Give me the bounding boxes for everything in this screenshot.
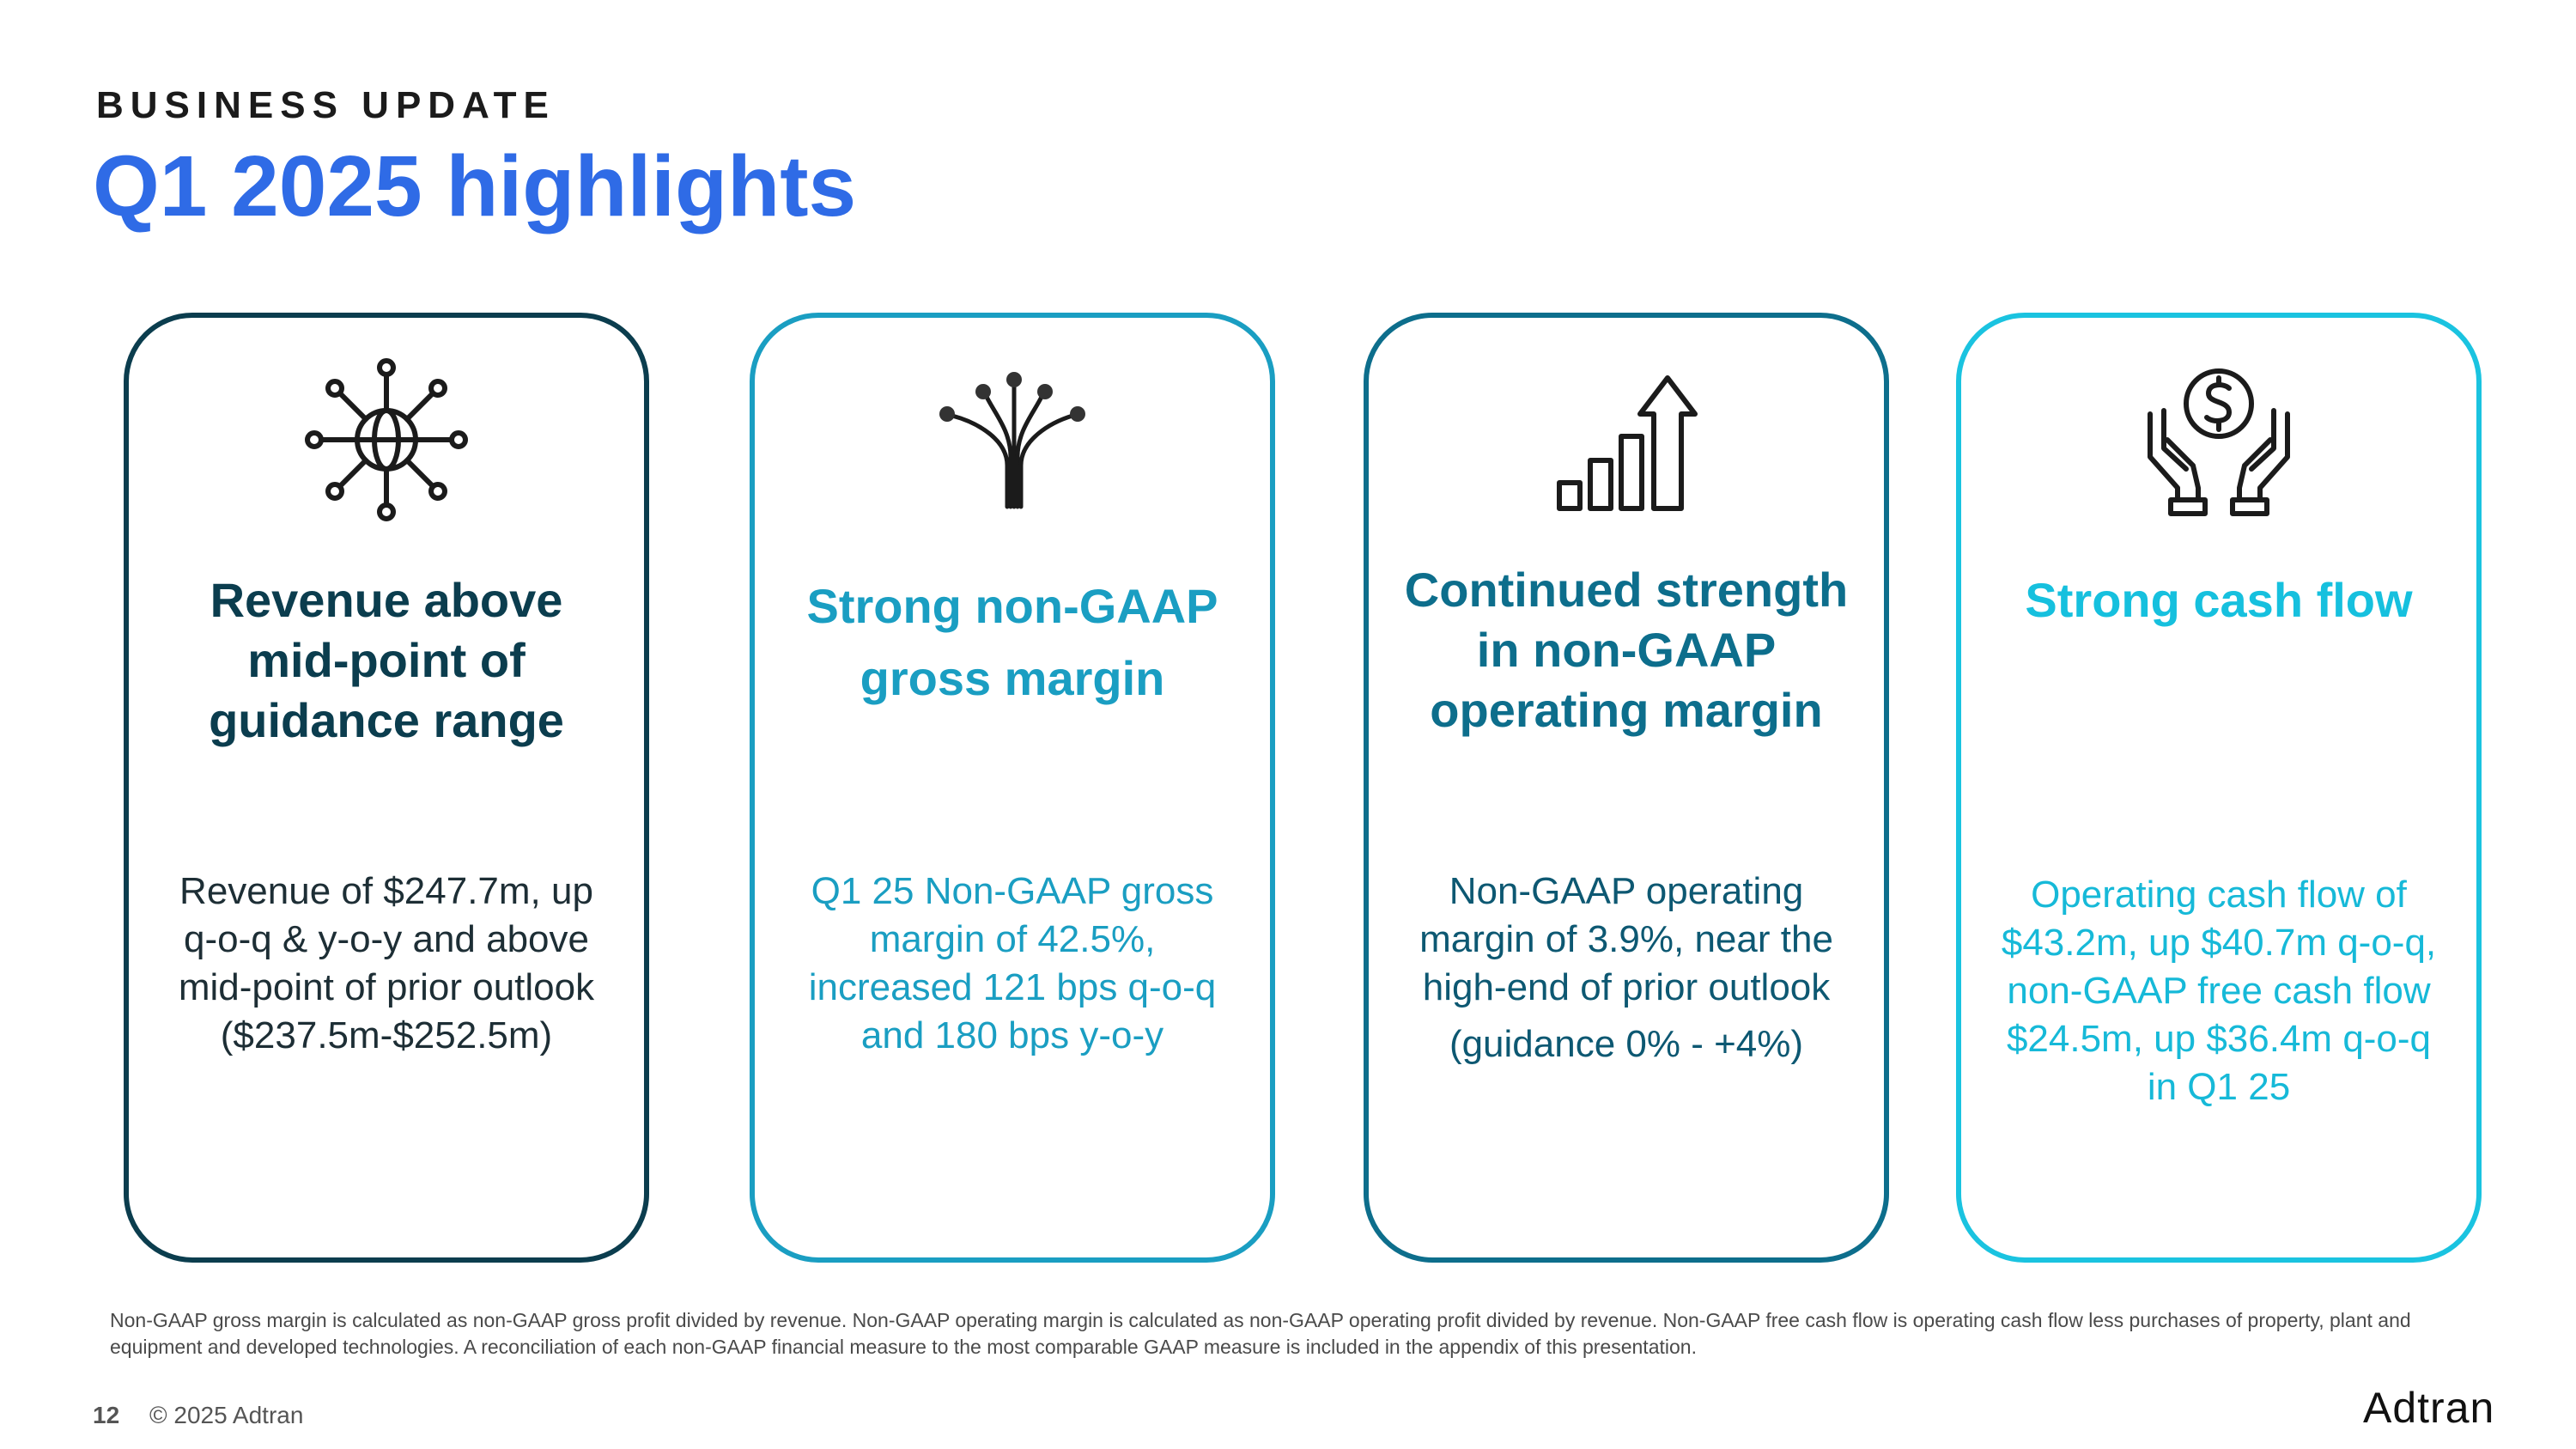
page-number: 12 [93,1402,120,1428]
adtran-logo: Adtran [2363,1384,2495,1432]
card-heading: Strong non-GAAP gross margin [806,579,1218,705]
card-body-text: Non-GAAP operating margin of 3.9%, near … [1419,870,1833,1008]
fiber-optic-icon [927,354,1098,526]
page-title: Q1 2025 highlights [93,138,857,234]
card-heading: Revenue above mid-point of guidance rang… [209,573,564,747]
card-body: Q1 25 Non-GAAP gross margin of 42.5%, in… [808,870,1217,1056]
highlight-card-revenue: Revenue above mid-point of guidance rang… [124,313,649,1263]
footnote: Non-GAAP gross margin is calculated as n… [110,1309,2411,1358]
card-heading: Continued strength in non-GAAP operating… [1404,563,1849,737]
section-kicker: BUSINESS UPDATE [96,84,556,126]
card-heading: Strong cash flow [2025,573,2413,627]
highlight-card-operating-margin: Continued strength in non-GAAP operating… [1364,313,1889,1263]
card-body: Operating cash flow of $43.2m, up $40.7m… [2001,874,2437,1108]
highlight-card-gross-margin: Strong non-GAAP gross margin Q1 25 Non-G… [750,313,1275,1263]
copyright: © 2025 Adtran [149,1402,304,1428]
growth-chart-arrow-icon [1540,354,1712,526]
highlight-card-cash-flow: Strong cash flow Operating cash flow of … [1956,313,2482,1263]
globe-network-icon [301,354,472,526]
card-body: Non-GAAP operating margin of 3.9%, near … [1403,868,1850,1068]
card-body: Revenue of $247.7m, up q-o-q & y-o-y and… [178,870,595,1056]
card-body-guidance: (guidance 0% - +4%) [1449,1023,1804,1065]
hands-dollar-icon [2133,354,2305,526]
